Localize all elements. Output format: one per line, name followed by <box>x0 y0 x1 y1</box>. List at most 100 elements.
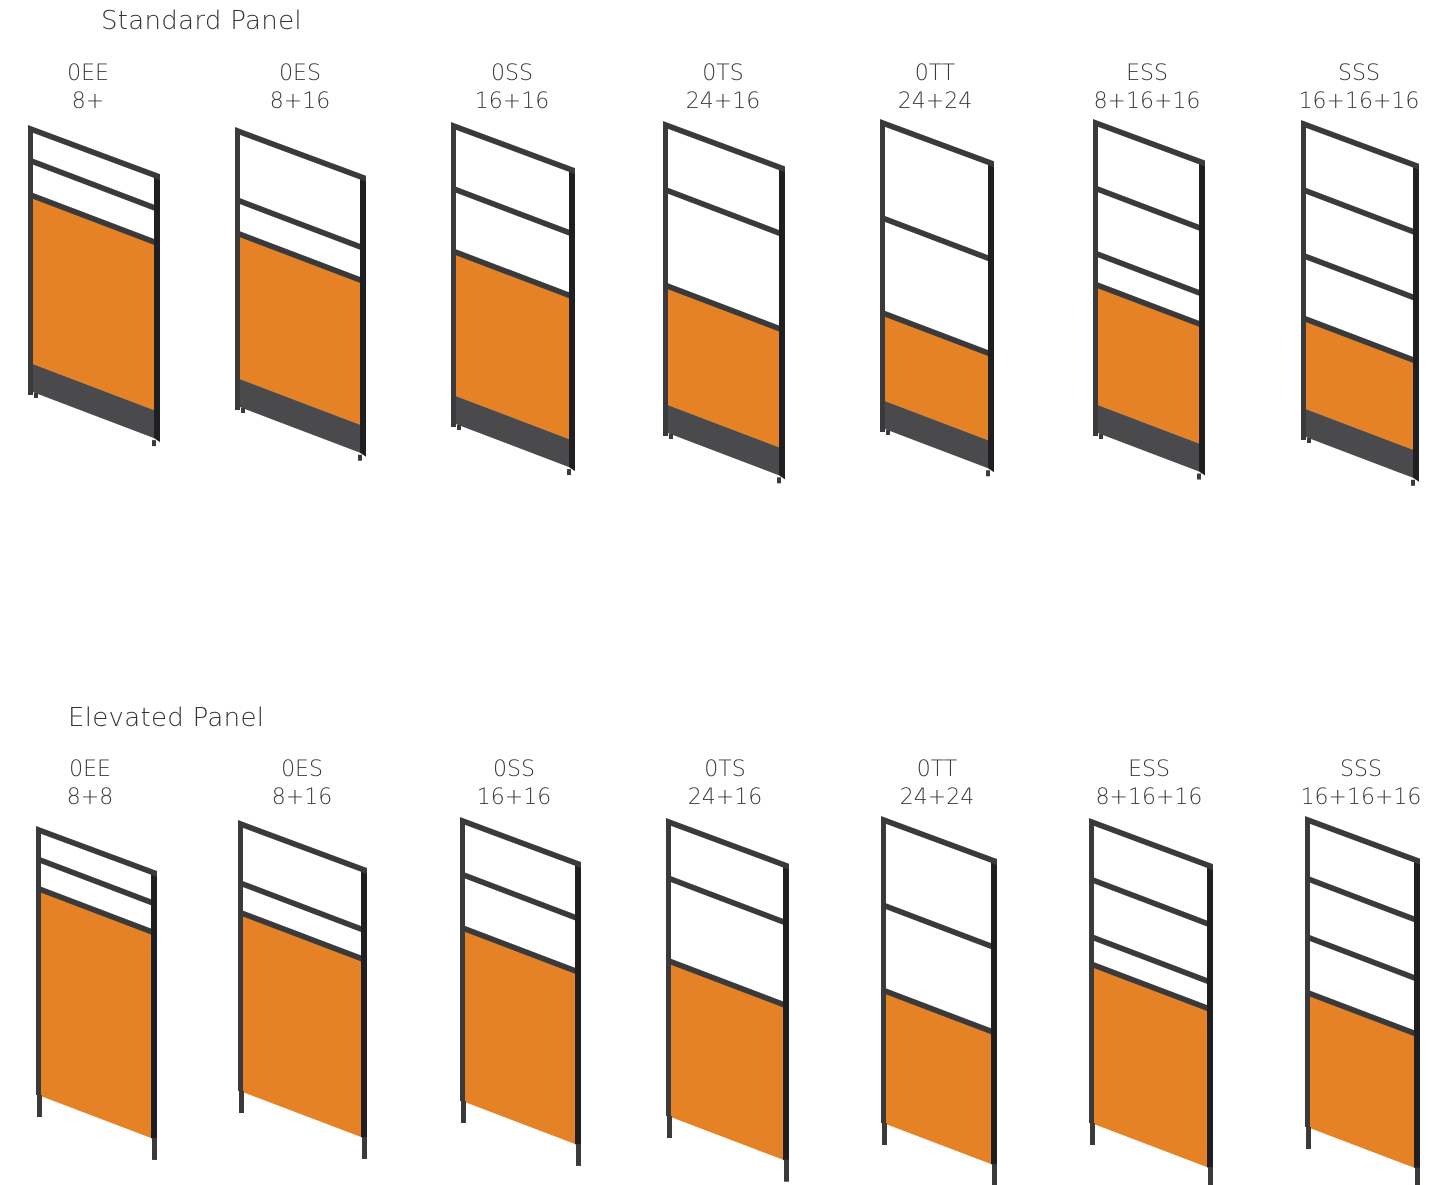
panel-code: 0TT <box>916 757 958 782</box>
frame-left-post <box>1305 819 1310 1127</box>
glide <box>777 477 781 484</box>
panel-label-elevated-0ts: 0TS 24+16 <box>645 756 805 812</box>
panel-size: 16+16 <box>476 785 552 810</box>
glide <box>986 470 990 477</box>
panel-code: ESS <box>1128 757 1170 782</box>
glide <box>241 408 245 413</box>
frame-divider-rail <box>665 282 779 332</box>
frame-divider-rail <box>30 157 154 211</box>
panel-size: 8+16 <box>269 89 331 114</box>
panel-size: 8+16+16 <box>1095 785 1203 810</box>
panel-label-standard-0tt: 0TT 24+24 <box>855 60 1015 116</box>
fabric-panel <box>240 911 361 1137</box>
panel-size: 24+16 <box>685 89 761 114</box>
panel-size: 24+16 <box>687 785 763 810</box>
frame-top-rail <box>666 818 789 870</box>
frame-divider-rail <box>462 871 575 921</box>
frame-top-rail <box>881 816 997 866</box>
glide <box>152 440 156 447</box>
panel-size: 16+16+16 <box>1300 785 1422 810</box>
frame-divider-rail <box>453 248 569 299</box>
leg <box>37 1095 42 1117</box>
elevated-panel-title: Elevated Panel <box>68 703 265 733</box>
glide <box>34 393 38 398</box>
frame-top-rail <box>36 826 157 877</box>
frame-side-post <box>151 871 157 1142</box>
frame-top-rail <box>663 121 785 173</box>
frame-divider-rail <box>882 214 988 262</box>
frame-left-post <box>881 819 886 1123</box>
frame-top-rail <box>238 820 367 874</box>
panel-size: 8+ <box>71 89 105 114</box>
frame-top-rail <box>880 119 994 168</box>
frame-top-rail <box>1301 120 1419 170</box>
base-kick-plate <box>882 400 988 469</box>
frame-divider-rail <box>1095 281 1199 327</box>
panel-size: 24+24 <box>897 89 973 114</box>
base-kick-plate <box>1095 404 1199 472</box>
panel-code: 0ES <box>281 757 323 782</box>
panel-code: 0EE <box>67 61 109 86</box>
standard-panel-title: Standard Panel <box>101 6 302 36</box>
base-kick-plate <box>30 363 154 439</box>
fabric-panel <box>453 250 569 440</box>
frame-top-rail <box>1093 119 1205 167</box>
frame-side-post <box>1207 865 1213 1172</box>
panel-size: 16+16 <box>474 89 550 114</box>
frame-top-rail <box>460 817 581 868</box>
panel-code: 0SS <box>493 757 535 782</box>
panel-size: 8+8 <box>66 785 114 810</box>
leg <box>461 1101 466 1123</box>
panel-size: 8+16 <box>271 785 333 810</box>
frame-top-rail <box>235 127 366 182</box>
panel-label-elevated-0ee: 0EE 8+8 <box>10 756 170 812</box>
frame-divider-rail <box>240 909 361 962</box>
glide <box>886 430 890 435</box>
leg <box>667 1116 672 1138</box>
frame-side-post <box>360 176 366 457</box>
frame-left-post <box>28 128 33 395</box>
panel-label-elevated-0ss: 0SS 16+16 <box>434 756 594 812</box>
fabric-panel <box>30 193 154 411</box>
frame-left-post <box>460 820 465 1101</box>
leg <box>1208 1167 1213 1185</box>
frame-divider-rail <box>1091 960 1207 1012</box>
panel-code: 0TT <box>914 61 956 86</box>
glide <box>1307 438 1311 443</box>
leg <box>152 1137 157 1160</box>
frame-top-rail <box>1305 816 1420 865</box>
glide <box>1411 479 1415 486</box>
frame-divider-rail <box>1303 186 1413 235</box>
frame-side-post <box>575 862 581 1148</box>
frame-divider-rail <box>1303 252 1413 301</box>
frame-divider-rail <box>1307 875 1414 923</box>
leg <box>1415 1167 1420 1185</box>
frame-divider-rail <box>1307 934 1414 981</box>
frame-divider-rail <box>30 191 154 245</box>
leg <box>784 1159 789 1182</box>
leg <box>882 1123 887 1145</box>
leg <box>576 1143 581 1166</box>
panel-label-standard-0es: 0ES 8+16 <box>220 60 380 116</box>
frame-divider-rail <box>882 309 988 356</box>
glide <box>1197 473 1201 480</box>
panel-code: ESS <box>1126 61 1168 86</box>
glide <box>457 425 461 430</box>
fabric-panel <box>1307 991 1414 1168</box>
frame-divider-rail <box>1091 876 1207 927</box>
fabric-panel <box>462 926 575 1144</box>
fabric-panel <box>883 989 991 1165</box>
glide <box>358 454 362 461</box>
panel-size: 16+16+16 <box>1298 89 1420 114</box>
frame-left-post <box>666 821 671 1116</box>
leg <box>1306 1127 1311 1149</box>
glide <box>567 469 571 476</box>
frame-divider-rail <box>668 957 783 1008</box>
fabric-panel <box>237 232 360 425</box>
frame-left-post <box>663 124 668 436</box>
panel-code: 0TS <box>704 757 746 782</box>
frame-divider-rail <box>668 875 783 925</box>
base-kick-plate <box>665 404 779 476</box>
frame-divider-rail <box>1091 933 1207 984</box>
